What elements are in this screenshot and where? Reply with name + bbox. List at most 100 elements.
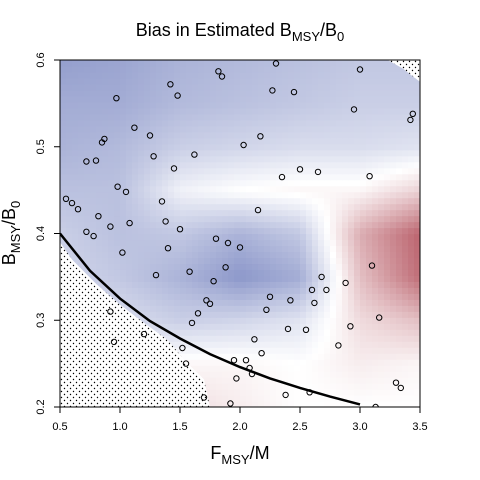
heatmap-cell xyxy=(264,143,271,151)
heatmap-cell xyxy=(204,77,211,85)
heatmap-cell xyxy=(186,239,193,247)
heatmap-cell xyxy=(348,149,355,157)
heatmap-cell xyxy=(90,101,97,109)
heatmap-cell xyxy=(120,149,127,157)
heatmap-cell xyxy=(186,137,193,145)
heatmap-cell xyxy=(204,227,211,235)
heatmap-cell xyxy=(306,107,313,115)
heatmap-cell xyxy=(186,185,193,193)
heatmap-cell xyxy=(252,185,259,193)
heatmap-cell xyxy=(384,353,391,360)
heatmap-cell xyxy=(348,60,355,67)
heatmap-cell xyxy=(324,149,331,157)
heatmap-cell xyxy=(282,215,289,223)
heatmap-cell xyxy=(288,125,295,133)
heatmap-cell xyxy=(324,287,331,294)
heatmap-cell xyxy=(186,113,193,121)
heatmap-cell xyxy=(336,263,343,270)
heatmap-cell xyxy=(204,389,211,396)
heatmap-cell xyxy=(282,221,289,229)
data-point xyxy=(114,183,121,190)
heatmap-cell xyxy=(252,377,259,384)
heatmap-cell xyxy=(408,95,415,103)
heatmap-cell xyxy=(324,215,331,223)
heatmap-cell xyxy=(216,347,223,354)
heatmap-cell xyxy=(378,323,385,330)
heatmap-cell xyxy=(186,293,193,300)
heatmap-cell xyxy=(294,239,301,247)
heatmap-cell xyxy=(324,251,331,259)
heatmap-cell xyxy=(354,329,361,336)
heatmap-cell xyxy=(84,221,91,229)
heatmap-cell xyxy=(348,77,355,85)
heatmap-cell xyxy=(120,191,127,199)
heatmap-cell xyxy=(120,131,127,139)
heatmap-cell xyxy=(294,71,301,79)
heatmap-cell xyxy=(258,203,265,211)
heatmap-cell xyxy=(234,173,241,181)
heatmap-cell xyxy=(288,245,295,253)
data-point xyxy=(188,319,196,327)
heatmap-cell xyxy=(228,305,235,312)
heatmap-cell xyxy=(108,155,115,163)
heatmap-cell xyxy=(402,317,409,324)
heatmap-cell xyxy=(204,191,211,199)
heatmap-cell xyxy=(132,131,139,139)
heatmap-cell xyxy=(246,341,253,348)
heatmap-cell xyxy=(348,197,355,205)
heatmap-cell xyxy=(360,299,367,306)
heatmap-cell xyxy=(156,143,163,151)
heatmap-cell xyxy=(294,107,301,115)
heatmap-cell xyxy=(276,65,283,73)
heatmap-cell xyxy=(390,311,397,318)
heatmap-cell xyxy=(264,101,271,109)
heatmap-cell xyxy=(84,209,91,217)
heatmap-cell xyxy=(216,317,223,324)
heatmap-cell xyxy=(384,101,391,109)
heatmap-cell xyxy=(294,137,301,145)
data-point xyxy=(263,306,270,313)
heatmap-cell xyxy=(384,95,391,103)
heatmap-cell xyxy=(162,173,169,181)
heatmap-cell xyxy=(138,209,145,217)
heatmap-cell xyxy=(360,257,367,265)
heatmap-cell xyxy=(336,323,343,330)
heatmap-cell xyxy=(246,239,253,247)
heatmap-cell xyxy=(282,95,289,103)
heatmap-cell xyxy=(102,95,109,103)
heatmap-cell xyxy=(120,167,127,175)
heatmap-cell xyxy=(96,227,103,235)
heatmap-cell xyxy=(132,245,139,253)
heatmap-cell xyxy=(216,179,223,187)
heatmap-cell xyxy=(168,275,175,282)
heatmap-cell xyxy=(396,371,403,378)
x-tick-label: 1.5 xyxy=(172,421,187,433)
heatmap-cell xyxy=(174,119,181,127)
heatmap-cell xyxy=(288,293,295,300)
heatmap-cell xyxy=(324,263,331,270)
heatmap-cell xyxy=(300,185,307,193)
heatmap-cell xyxy=(78,137,85,145)
heatmap-cell xyxy=(216,395,223,402)
heatmap-cell xyxy=(252,107,259,115)
heatmap-cell xyxy=(396,389,403,396)
heatmap-cell xyxy=(390,137,397,145)
heatmap-cell xyxy=(282,137,289,145)
heatmap-cell xyxy=(66,197,73,205)
heatmap-cell xyxy=(330,77,337,85)
heatmap-cell xyxy=(408,131,415,139)
heatmap-cell xyxy=(72,191,79,199)
heatmap-cell xyxy=(414,137,420,145)
heatmap-cell xyxy=(384,60,391,67)
heatmap-cell xyxy=(180,209,187,217)
heatmap-cell xyxy=(414,335,420,342)
heatmap-cell xyxy=(228,245,235,253)
heatmap-cell xyxy=(162,317,169,324)
heatmap-cell xyxy=(366,143,373,151)
heatmap-cell xyxy=(348,131,355,139)
heatmap-cell xyxy=(138,233,145,241)
heatmap-cell xyxy=(408,101,415,109)
heatmap-cell xyxy=(390,275,397,282)
heatmap-cell xyxy=(144,77,151,85)
heatmap-cell xyxy=(60,125,67,133)
